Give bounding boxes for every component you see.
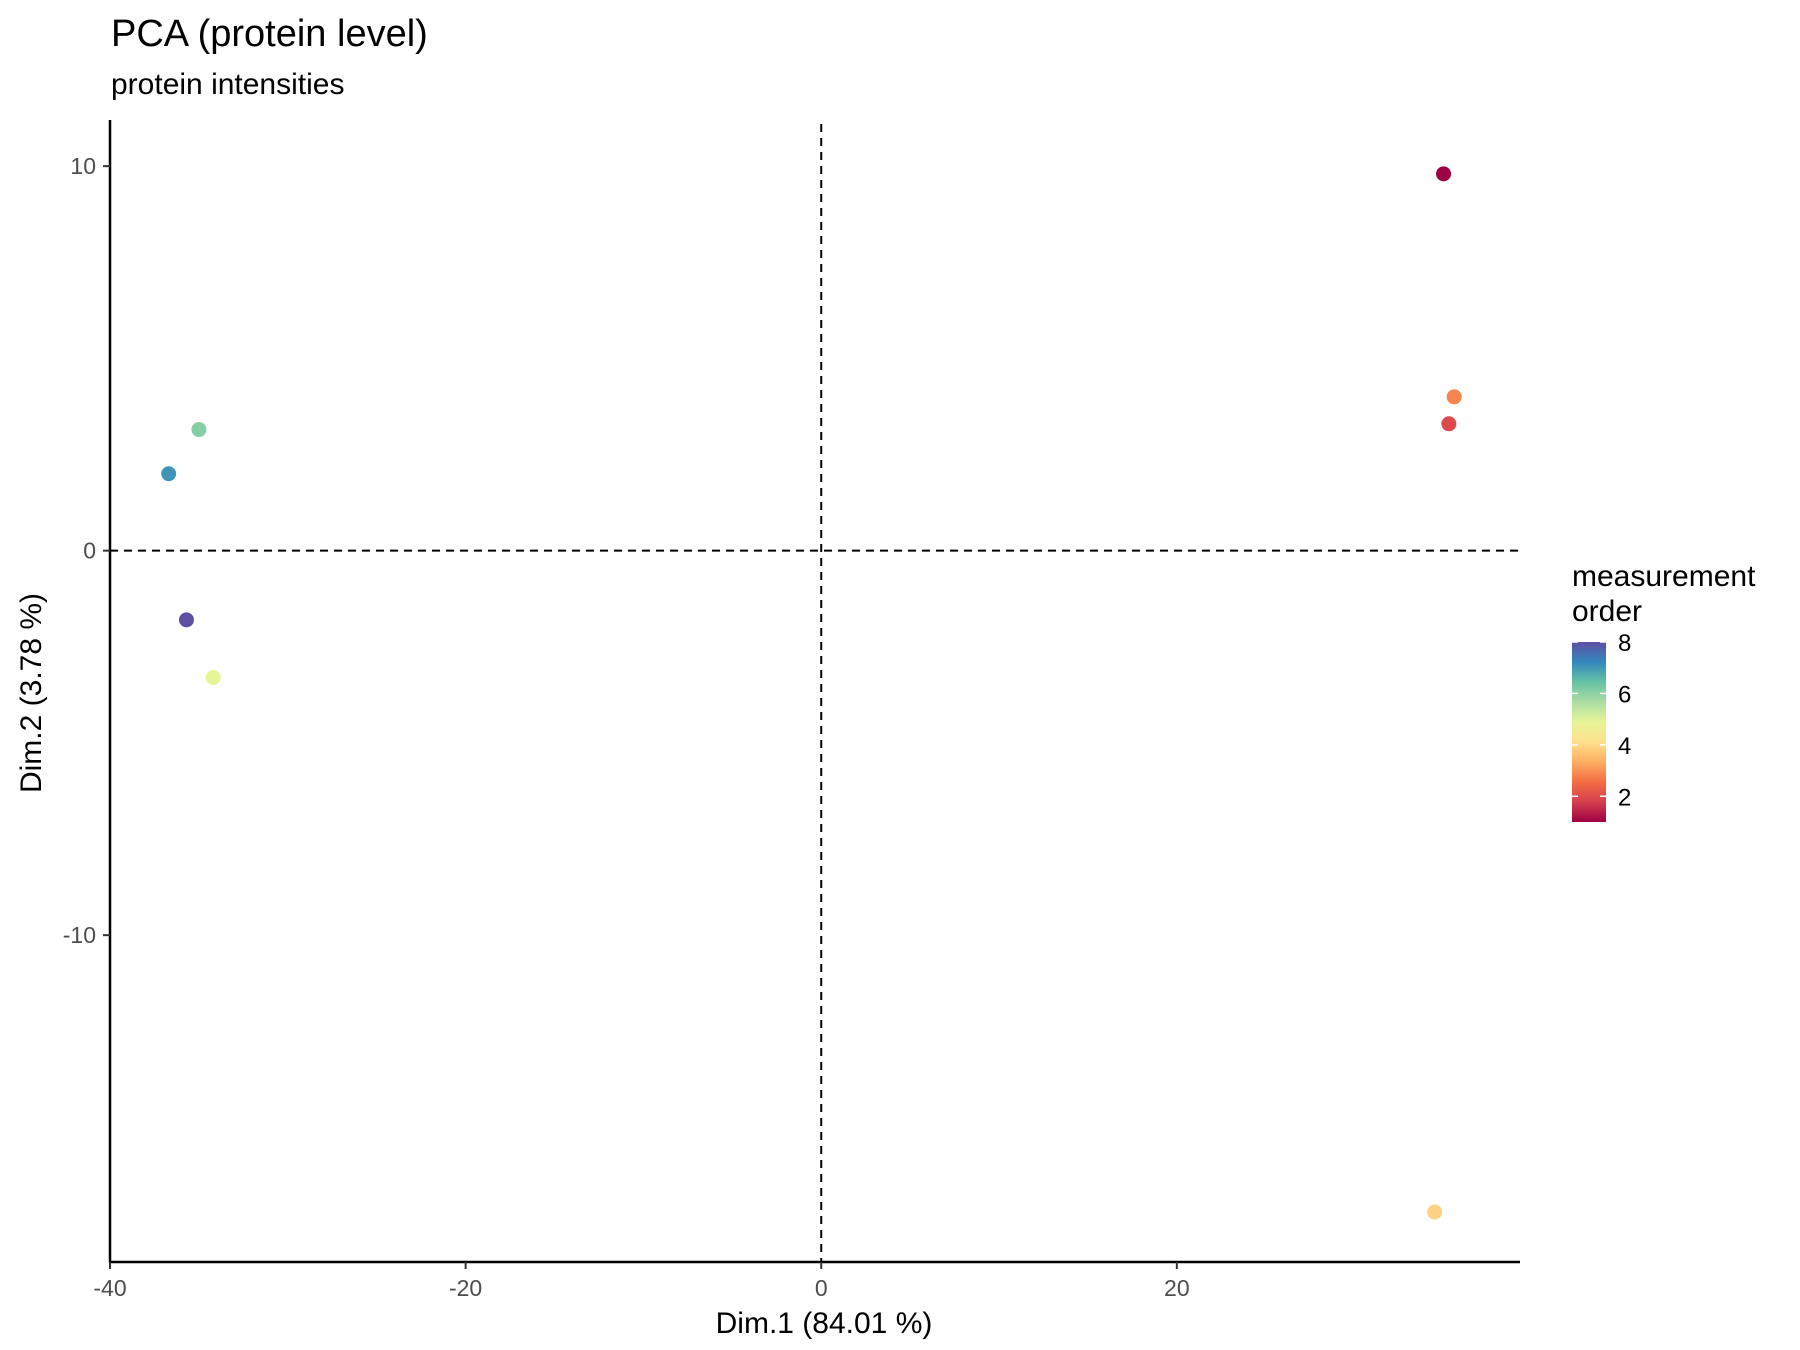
- data-point: [161, 466, 177, 482]
- y-tick-label: 10: [70, 153, 96, 179]
- colorbar-tick-label: 4: [1618, 733, 1631, 760]
- x-tick-label: -40: [93, 1275, 126, 1301]
- data-point: [178, 612, 194, 628]
- data-point: [1446, 389, 1462, 405]
- legend-colorbar: [1572, 642, 1606, 822]
- data-point: [191, 422, 207, 438]
- data-points: [161, 166, 1462, 1220]
- colorbar-tick-label: 2: [1618, 784, 1631, 811]
- y-axis-label: Dim.2 (3.78 %): [15, 593, 48, 793]
- colorbar-tick-label: 8: [1618, 630, 1631, 657]
- data-point: [1441, 416, 1457, 432]
- legend: measurement order 2 4 6 8: [1572, 560, 1756, 822]
- chart-title: PCA (protein level): [111, 13, 428, 55]
- x-tick-label: 20: [1164, 1275, 1190, 1301]
- data-point: [205, 670, 221, 686]
- colorbar-tick-label: 6: [1618, 681, 1631, 708]
- legend-title-line-2: order: [1572, 595, 1642, 628]
- y-tick-label: 0: [83, 538, 96, 564]
- tick-labels: -40 -20 0 20 10 0 -10: [63, 153, 1190, 1301]
- x-tick-label: 0: [815, 1275, 828, 1301]
- reference-lines: [110, 124, 1520, 1262]
- legend-colorbar-ticks: 2 4 6 8: [1572, 630, 1631, 811]
- legend-title-line-1: measurement: [1572, 560, 1756, 593]
- data-point: [1427, 1204, 1443, 1220]
- data-point: [1436, 166, 1452, 182]
- x-tick-label: -20: [449, 1275, 482, 1301]
- chart-subtitle: protein intensities: [111, 68, 344, 101]
- axes: [108, 120, 1520, 1264]
- y-tick-label: -10: [63, 922, 96, 948]
- x-axis-label: Dim.1 (84.01 %): [716, 1307, 933, 1340]
